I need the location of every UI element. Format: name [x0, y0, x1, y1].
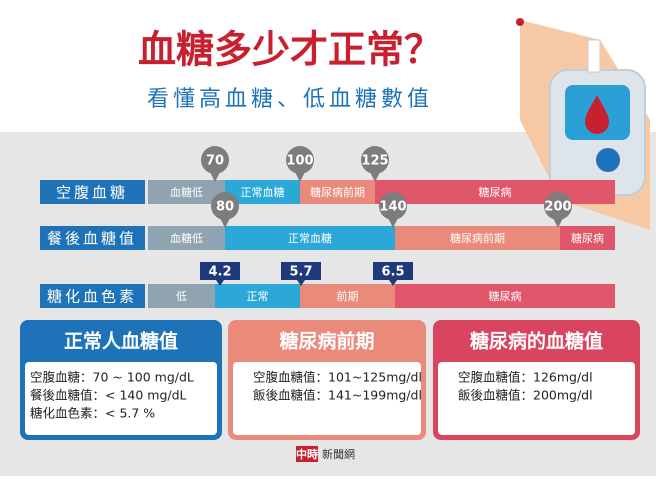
scale-label: 空腹血糖 [56, 184, 128, 202]
marker-pin [297, 280, 305, 286]
scale-segment [148, 226, 225, 250]
segment-label: 血糖低 [170, 185, 203, 199]
marker-pin [389, 280, 397, 286]
marker-pin [220, 218, 230, 228]
card-line: 空腹血糖值：126mg/dl [458, 370, 593, 385]
card-title: 糖尿病的血糖值 [470, 330, 603, 353]
marker-box [281, 262, 321, 280]
scale-segment [300, 284, 395, 308]
card-line: 空腹血糖值：101~125mg/dl [253, 370, 422, 385]
scale-segment [215, 284, 300, 308]
card-title: 糖尿病前期 [279, 330, 374, 353]
source: 新聞網 [322, 447, 355, 461]
segment-label: 正常 [247, 290, 269, 303]
marker-pin [370, 172, 380, 182]
subtitle: 看懂高血糖、低血糖數值 [147, 87, 433, 112]
card-line: 糖化血色素：< 5.7 % [30, 406, 155, 421]
segment-label: 糖尿病 [571, 231, 604, 245]
marker-label: 100 [286, 154, 313, 169]
card-line: 餐後血糖值：< 140 mg/dL [30, 388, 187, 403]
scale-label: 餐後血糖值 [47, 230, 137, 248]
marker-label: 80 [216, 200, 234, 215]
scale-segment [560, 226, 615, 250]
meter-illustration [516, 18, 650, 230]
scale-label-box [40, 226, 145, 250]
marker-pin [210, 172, 220, 182]
scale-segment [225, 226, 395, 250]
scales: 空腹血糖 血糖低 正常血糖 糖尿病前期 糖尿病70 100 125餐後血糖值 血糖低 正常血糖糖… [40, 146, 615, 308]
scale-segment [375, 180, 615, 204]
segment-label: 正常血糖 [241, 185, 285, 199]
marker-pin [295, 172, 305, 182]
card-body [25, 362, 217, 435]
card-line: 空腹血糖：70 ~ 100 mg/dL [30, 370, 194, 385]
segment-label: 糖尿病 [479, 185, 512, 199]
card-line: 飯後血糖值：141~199mg/dl [253, 388, 422, 403]
segment-label: 前期 [337, 289, 359, 303]
marker-circle [544, 192, 572, 220]
marker-pin [388, 218, 398, 228]
marker-label: 6.5 [381, 265, 404, 280]
scale-segment [300, 180, 375, 204]
segment-label: 低 [176, 290, 187, 303]
marker-circle [211, 192, 239, 220]
segment-label: 正常血糖 [288, 231, 332, 245]
marker-circle [286, 146, 314, 174]
marker-label: 4.2 [208, 265, 231, 280]
scale-label-box [40, 284, 145, 308]
marker-label: 200 [544, 200, 571, 215]
card-line: 飯後血糖值：200mg/dl [458, 388, 593, 403]
marker-label: 125 [361, 154, 388, 169]
scale-segment [395, 226, 560, 250]
marker-box [200, 262, 240, 280]
card-title: 正常人血糖值 [64, 330, 178, 353]
marker-circle [361, 146, 389, 174]
marker-label: 70 [206, 154, 224, 169]
marker-label: 5.7 [289, 265, 312, 280]
marker-box [373, 262, 413, 280]
scale-segment [148, 284, 215, 308]
marker-label: 140 [379, 200, 406, 215]
card-body [233, 362, 421, 435]
segment-label: 血糖低 [170, 231, 203, 245]
scale-segment [395, 284, 615, 308]
scale-segment [148, 180, 225, 204]
segment-label: 糖尿病 [489, 289, 522, 303]
logo: 中時 [296, 447, 318, 461]
marker-pin [216, 280, 224, 286]
scale-label-box [40, 180, 145, 204]
title: 血糖多少才正常？ [138, 28, 442, 72]
segment-label: 糖尿病前期 [310, 185, 365, 199]
scale-label: 糖化血色素 [47, 288, 137, 306]
marker-circle [379, 192, 407, 220]
marker-circle [201, 146, 229, 174]
marker-pin [553, 218, 563, 228]
card-body [438, 362, 635, 435]
segment-label: 糖尿病前期 [450, 231, 505, 245]
logo-box [296, 446, 318, 462]
